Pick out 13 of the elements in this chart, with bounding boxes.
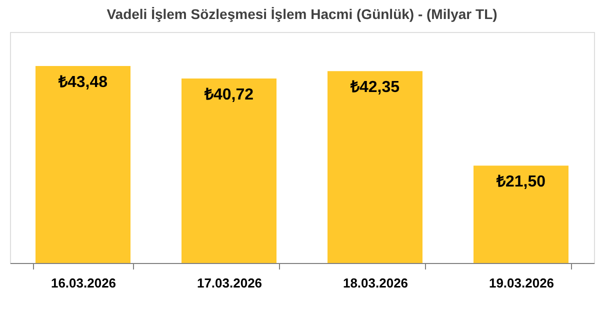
bar — [474, 166, 568, 263]
x-tick-label: 16.03.2026 — [50, 276, 116, 290]
bar — [182, 78, 276, 263]
data-label: ₺40,72 — [204, 86, 254, 104]
data-label: ₺21,50 — [496, 174, 546, 191]
bar — [36, 66, 130, 263]
data-label: ₺42,35 — [350, 79, 400, 96]
chart-title: Vadeli İşlem Sözleşmesi İşlem Hacmi (Günlük) - (Milyar TL) — [106, 6, 498, 22]
x-tick-label: 17.03.2026 — [196, 276, 262, 290]
data-label: ₺43,48 — [58, 74, 108, 92]
x-tick-label: 18.03.2026 — [342, 276, 408, 290]
x-tick-label: 19.03.2026 — [488, 276, 554, 290]
bar — [328, 71, 422, 263]
